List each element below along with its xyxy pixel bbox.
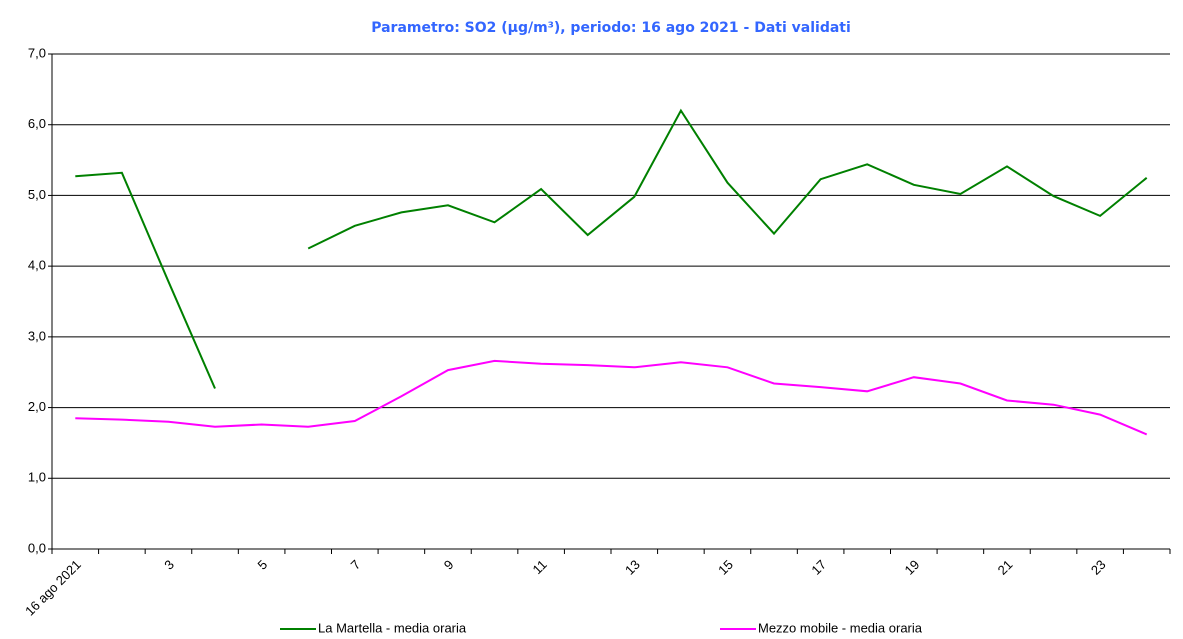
series-line (75, 359, 1148, 436)
chart-title: Parametro: SO2 (µg/m³), periodo: 16 ago … (371, 20, 851, 36)
x-tick-label: 19 (902, 557, 923, 578)
y-tick-label: 1,0 (28, 470, 46, 485)
x-tick-label: 11 (530, 557, 550, 577)
y-tick-label: 7,0 (28, 45, 46, 60)
x-tick-label: 9 (441, 557, 457, 573)
x-tick-label: 21 (995, 557, 1016, 578)
x-tick-label: 13 (622, 557, 643, 578)
x-tick-label: 7 (348, 557, 364, 573)
y-tick-label: 5,0 (28, 187, 46, 202)
y-tick-label: 4,0 (28, 258, 46, 273)
x-tick-label: 5 (254, 557, 270, 573)
legend-label: Mezzo mobile - media oraria (758, 620, 923, 635)
x-tick-label: 23 (1088, 557, 1109, 578)
x-tick-label: 3 (161, 557, 177, 573)
y-tick-label: 6,0 (28, 116, 46, 131)
y-tick-label: 3,0 (28, 328, 46, 343)
y-tick-label: 2,0 (28, 399, 46, 414)
x-tick-label: 15 (715, 557, 736, 578)
legend-label: La Martella - media oraria (318, 620, 467, 635)
series-line (75, 108, 1148, 389)
x-tick-label: 17 (808, 557, 829, 578)
x-tick-label: 16 ago 2021 (22, 557, 84, 619)
y-tick-label: 0,0 (28, 540, 46, 555)
